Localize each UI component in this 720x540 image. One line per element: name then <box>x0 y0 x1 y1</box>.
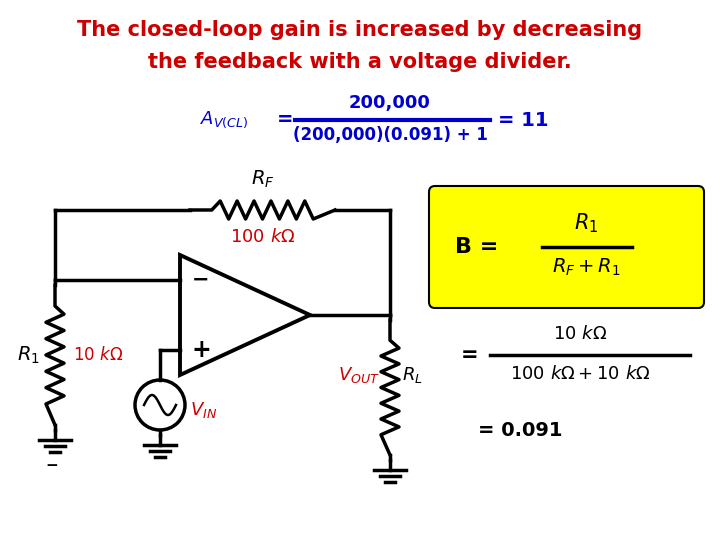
Text: $10\ k\Omega$: $10\ k\Omega$ <box>73 346 123 364</box>
Text: 200,000: 200,000 <box>349 94 431 112</box>
Text: =: = <box>276 111 293 130</box>
Text: the feedback with a voltage divider.: the feedback with a voltage divider. <box>148 52 572 72</box>
Text: = 0.091: = 0.091 <box>478 421 562 440</box>
FancyBboxPatch shape <box>429 186 704 308</box>
Text: $10\ k\Omega$: $10\ k\Omega$ <box>553 325 607 343</box>
Text: $R_F$: $R_F$ <box>251 168 274 190</box>
Text: $R_L$: $R_L$ <box>402 365 423 385</box>
Text: $R_1$: $R_1$ <box>575 211 599 235</box>
Text: $R_1$: $R_1$ <box>17 345 40 366</box>
Text: The closed-loop gain is increased by decreasing: The closed-loop gain is increased by dec… <box>78 20 642 40</box>
Text: +: + <box>192 338 212 362</box>
Text: B =: B = <box>455 237 506 257</box>
Text: −: − <box>45 457 58 472</box>
Text: $V_{OUT}$: $V_{OUT}$ <box>338 365 380 385</box>
Text: −: − <box>192 270 210 290</box>
Text: $V_{IN}$: $V_{IN}$ <box>190 400 217 420</box>
Text: $R_F + R_1$: $R_F + R_1$ <box>552 257 621 278</box>
Text: $A_{V(CL)}$: $A_{V(CL)}$ <box>200 110 248 130</box>
Text: $100\ k\Omega + 10\ k\Omega$: $100\ k\Omega + 10\ k\Omega$ <box>510 365 650 383</box>
Text: = 11: = 11 <box>498 111 549 130</box>
Text: $100\ k\Omega$: $100\ k\Omega$ <box>230 228 295 246</box>
Text: (200,000)(0.091) + 1: (200,000)(0.091) + 1 <box>292 126 487 144</box>
Text: =: = <box>460 345 478 365</box>
